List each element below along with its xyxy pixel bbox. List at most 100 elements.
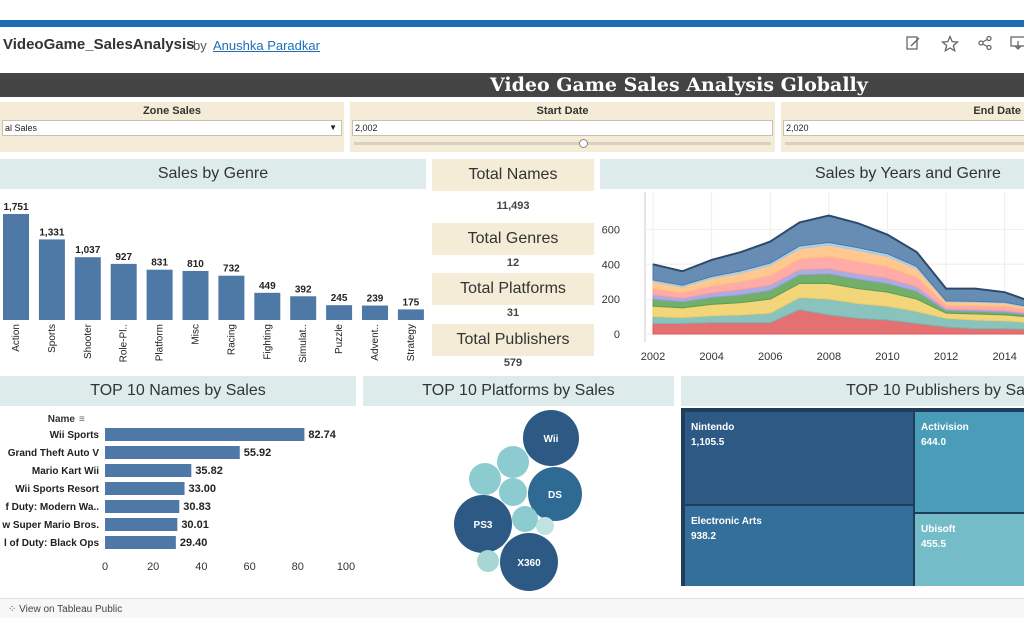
- top-publishers-treemap: Nintendo 1,105.5 Electronic Arts 938.2 Activ…: [681, 408, 1024, 586]
- genre-bar-9: [326, 305, 353, 320]
- star-icon[interactable]: [940, 34, 960, 55]
- platform-bubble-0: [523, 410, 579, 466]
- download-icon[interactable]: [1008, 35, 1024, 55]
- end-date-value: 2,020: [786, 123, 809, 133]
- platform-bubble-7: [512, 506, 538, 532]
- names-value-label-1: 55.92: [244, 447, 272, 459]
- kpi-total-names-value: 11,493: [496, 200, 530, 212]
- names-bar-3: [105, 482, 185, 495]
- kpi-total-publishers-label: Total Publishers: [432, 324, 594, 356]
- zone-sales-label: Zone Sales: [142, 105, 202, 117]
- start-date-filter: Start Date 2,002: [350, 102, 775, 152]
- genre-value-label-1: 1,331: [39, 227, 64, 238]
- names-bar-1: [105, 446, 240, 459]
- area-y-tick-3: 600: [602, 224, 620, 236]
- area-x-tick-4: 2010: [875, 351, 899, 363]
- start-date-slider-track[interactable]: [354, 142, 771, 145]
- platform-bubble-9: [536, 517, 554, 535]
- publisher-tile-value-2: 644.0: [921, 437, 947, 448]
- byline-prefix: by: [193, 38, 207, 53]
- end-date-input[interactable]: 2,020: [783, 120, 1024, 136]
- publisher-tile-3: Ubisoft 455.5: [915, 514, 1024, 586]
- start-date-slider-handle[interactable]: [579, 139, 589, 148]
- genre-value-label-2: 1,037: [75, 245, 100, 256]
- top-publishers-title: TOP 10 Publishers by Sa: [681, 376, 1024, 406]
- end-date-label: End Date: [973, 105, 1021, 117]
- kpi-total-platforms-label: Total Platforms: [432, 273, 594, 305]
- kpi-total-publishers-value: 579: [503, 357, 523, 369]
- top-names-bar-chart: Name ≡ 82.74 Wii Sports 55.92 Grand Theft Aut…: [1, 414, 355, 573]
- years-chart-title: Sales by Years and Genre: [600, 159, 1024, 189]
- platform-bubble-label-0: Wii: [544, 434, 559, 445]
- genre-value-label-8: 392: [295, 284, 312, 295]
- area-x-tick-2: 2006: [758, 351, 782, 363]
- start-date-input[interactable]: 2,002: [352, 120, 773, 136]
- publisher-tile-value-0: 1,105.5: [691, 437, 725, 448]
- area-x-tick-3: 2008: [817, 351, 841, 363]
- dashboard-banner: Video Game Sales Analysis Globally: [0, 73, 1024, 97]
- kpi-total-genres-value: 12: [506, 257, 520, 269]
- area-y-tick-1: 200: [602, 294, 620, 306]
- names-category-label-0: Wii Sports: [50, 430, 100, 441]
- genre-category-label-2: Shooter: [83, 323, 94, 359]
- publisher-tile-2: Activision 644.0: [915, 412, 1024, 512]
- platform-bubble-6: [499, 478, 527, 506]
- share-icon[interactable]: [975, 35, 995, 55]
- sort-icon: ≡: [79, 414, 85, 425]
- end-date-filter: End Date 2,020: [781, 102, 1024, 152]
- names-category-label-1: Grand Theft Auto V: [8, 448, 100, 459]
- genre-bar-7: [254, 292, 281, 320]
- footer-link-text: View on Tableau Public: [19, 604, 123, 615]
- author-link[interactable]: Anushka Paradkar: [213, 38, 320, 53]
- area-y-tick-2: 400: [602, 259, 620, 271]
- platform-bubble-5: [497, 446, 529, 478]
- kpi-total-names-label: Total Names: [432, 159, 594, 191]
- genre-value-label-3: 927: [115, 252, 132, 263]
- genre-value-label-9: 245: [331, 293, 348, 304]
- names-value-label-5: 30.01: [181, 519, 209, 531]
- top-platforms-title: TOP 10 Platforms by Sales: [363, 376, 674, 406]
- names-value-label-2: 35.82: [195, 465, 223, 477]
- genre-value-label-7: 449: [259, 281, 276, 292]
- years-area-chart: 0 200 400 600 2002 2004 2006 2008 2010 2012 2014: [602, 192, 1024, 363]
- genre-bar-3: [110, 263, 137, 320]
- app-title: VideoGame_SalesAnalysis: [3, 36, 195, 53]
- genre-bar-6: [218, 275, 245, 320]
- genre-category-label-9: Puzzle: [334, 324, 345, 354]
- names-value-label-4: 30.83: [183, 501, 211, 513]
- names-value-label-0: 82.74: [308, 429, 336, 441]
- zone-sales-select[interactable]: al Sales ▼: [2, 120, 342, 136]
- top-accent-bar: [0, 20, 1024, 27]
- area-x-tick-1: 2004: [699, 351, 723, 363]
- publisher-tile-0: Nintendo 1,105.5: [685, 412, 913, 504]
- genre-value-label-11: 175: [403, 297, 420, 308]
- genre-category-label-11: Strategy: [406, 324, 417, 361]
- genre-category-label-8: Simulat..: [298, 324, 309, 363]
- names-bar-4: [105, 500, 180, 513]
- genre-bar-0: [3, 214, 29, 320]
- area-x-tick-5: 2012: [934, 351, 958, 363]
- names-x-tick-1: 20: [147, 561, 159, 573]
- genre-bar-8: [290, 296, 317, 320]
- genre-category-label-3: Role-Pl..: [119, 324, 130, 362]
- genre-category-label-5: Misc: [191, 324, 202, 345]
- area-total-line: [652, 214, 1024, 301]
- platform-bubble-label-3: X360: [517, 558, 541, 569]
- edit-icon[interactable]: [903, 35, 923, 55]
- caret-down-icon[interactable]: ▼: [329, 123, 337, 132]
- names-category-label-6: l of Duty: Black Ops: [4, 538, 99, 549]
- publisher-tile-value-1: 938.2: [691, 531, 717, 542]
- page-header: VideoGame_SalesAnalysis by Anushka Parad…: [0, 27, 1024, 67]
- genre-value-label-4: 831: [151, 258, 168, 269]
- end-date-slider-track[interactable]: [785, 142, 1024, 145]
- names-category-label-2: Mario Kart Wii: [32, 466, 99, 477]
- names-x-tick-3: 60: [243, 561, 255, 573]
- genre-category-label-1: Sports: [47, 324, 58, 353]
- genre-category-label-0: Action: [11, 324, 22, 352]
- names-bar-0: [105, 428, 305, 441]
- zone-sales-value: al Sales: [5, 123, 38, 133]
- names-x-tick-4: 80: [292, 561, 304, 573]
- view-on-tableau-link[interactable]: ⁘ View on Tableau Public: [8, 604, 122, 615]
- publisher-tile-1: Electronic Arts 938.2: [685, 506, 913, 586]
- platform-bubble-4: [469, 463, 501, 495]
